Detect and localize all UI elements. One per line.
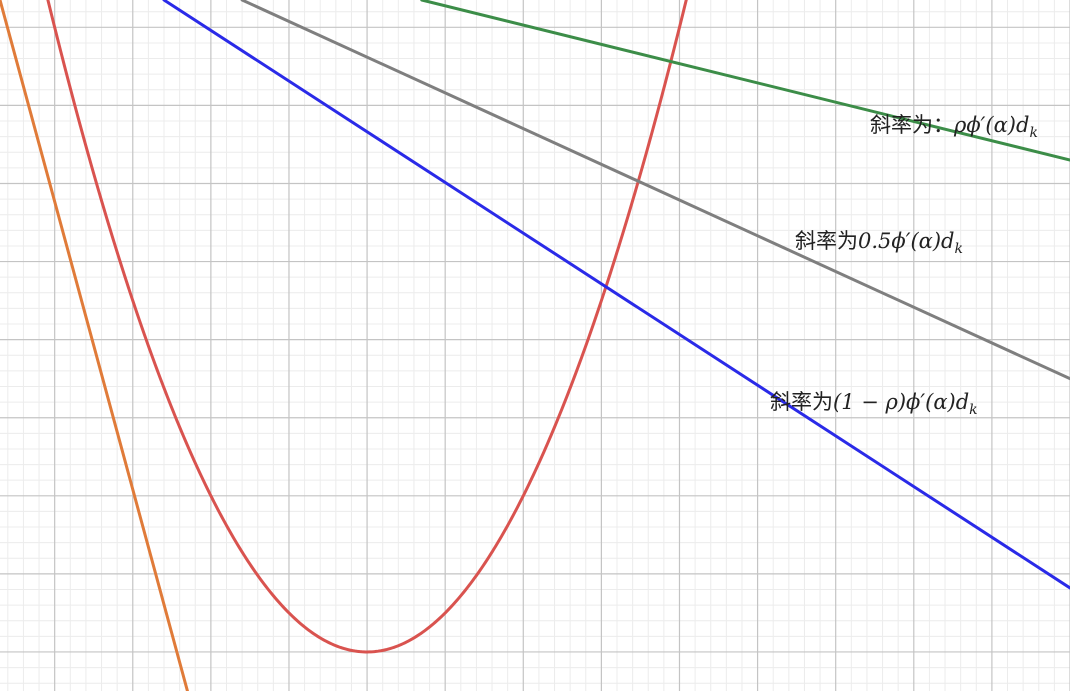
gray-half-slope-line (240, 0, 1070, 381)
annotation-blue-slope: 斜率为(1 − ρ)ϕ′(α)dk (770, 390, 978, 418)
parabola-curve (46, 0, 688, 654)
blue-slope-line (162, 0, 1070, 590)
annotation-gray-slope: 斜率为0.5ϕ′(α)dk (795, 229, 963, 257)
annotation-green-slope: 斜率为：ρϕ′(α)dk (870, 113, 1038, 141)
green-tangent-line (420, 0, 1070, 162)
orange-steep-line (0, 0, 189, 691)
